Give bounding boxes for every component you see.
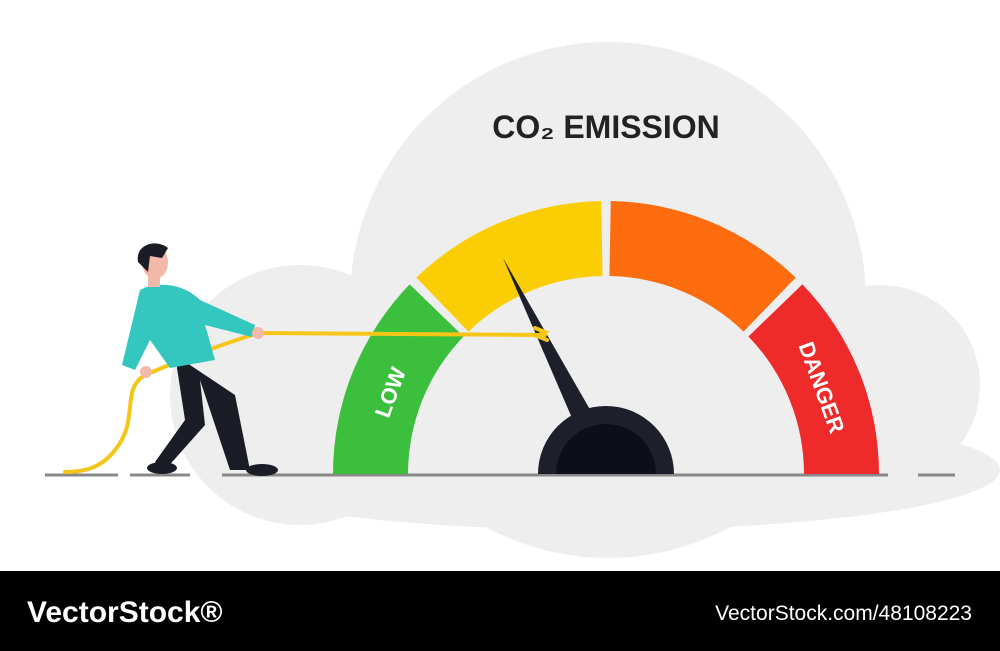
- person: [122, 243, 278, 476]
- footer-bar: [0, 571, 1000, 651]
- gauge-segment: [416, 201, 603, 332]
- gauge: [333, 201, 879, 474]
- gauge-segment: [748, 284, 879, 474]
- footer-brand: VectorStock®: [27, 596, 223, 629]
- gauge-segment: [333, 284, 464, 474]
- needle: [503, 258, 674, 474]
- title: CO₂ EMISSION: [492, 109, 720, 145]
- footer-url: VectorStock.com/48108223: [715, 602, 972, 625]
- gauge-segment: [609, 201, 796, 332]
